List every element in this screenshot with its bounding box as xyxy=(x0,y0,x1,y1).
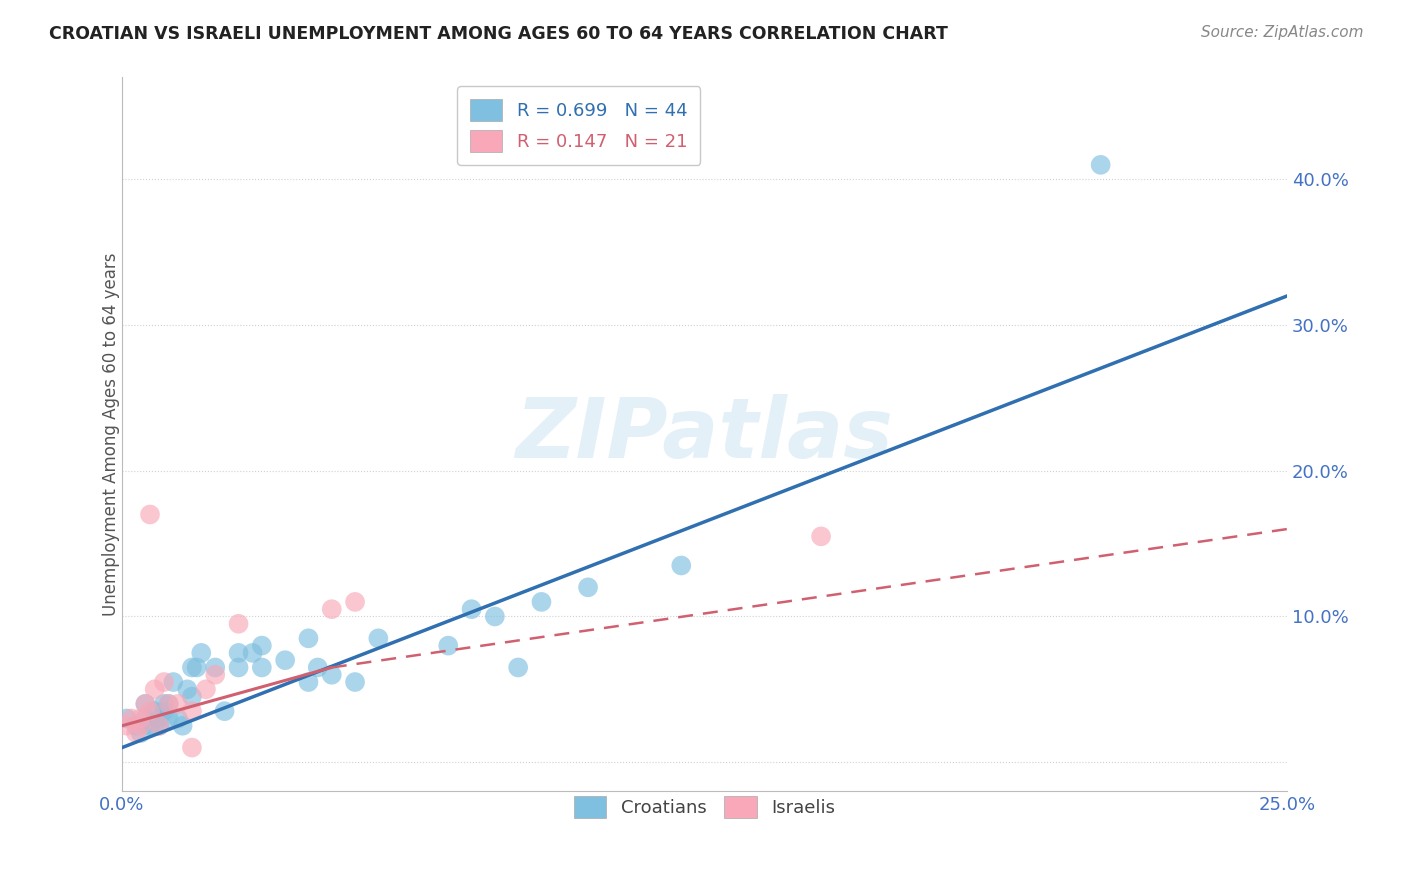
Point xyxy=(530,595,553,609)
Point xyxy=(228,616,250,631)
Point xyxy=(134,697,156,711)
Point xyxy=(181,704,204,718)
Point xyxy=(134,697,156,711)
Point xyxy=(321,667,343,681)
Point xyxy=(143,704,166,718)
Point xyxy=(671,558,693,573)
Point xyxy=(125,726,148,740)
Point xyxy=(307,660,329,674)
Point xyxy=(181,690,204,704)
Point xyxy=(810,529,832,543)
Point xyxy=(181,740,204,755)
Point xyxy=(321,602,343,616)
Point xyxy=(167,711,190,725)
Point xyxy=(148,719,170,733)
Point xyxy=(115,719,138,733)
Legend: Croatians, Israelis: Croatians, Israelis xyxy=(567,789,842,825)
Point xyxy=(153,704,176,718)
Point xyxy=(129,726,152,740)
Point xyxy=(190,646,212,660)
Point xyxy=(344,675,367,690)
Point xyxy=(139,719,162,733)
Point xyxy=(367,632,389,646)
Point xyxy=(153,675,176,690)
Point xyxy=(134,711,156,725)
Point xyxy=(181,660,204,674)
Point xyxy=(242,646,264,660)
Point xyxy=(143,719,166,733)
Point xyxy=(162,675,184,690)
Point xyxy=(297,632,319,646)
Point xyxy=(143,682,166,697)
Point xyxy=(1090,158,1112,172)
Point xyxy=(153,697,176,711)
Point xyxy=(172,719,194,733)
Point xyxy=(274,653,297,667)
Point xyxy=(204,667,226,681)
Point xyxy=(129,719,152,733)
Point xyxy=(194,682,217,697)
Point xyxy=(460,602,482,616)
Point xyxy=(148,711,170,725)
Point xyxy=(176,682,198,697)
Text: ZIPatlas: ZIPatlas xyxy=(516,394,893,475)
Point xyxy=(250,639,273,653)
Point xyxy=(139,704,162,718)
Point xyxy=(228,646,250,660)
Text: Source: ZipAtlas.com: Source: ZipAtlas.com xyxy=(1201,25,1364,40)
Point xyxy=(204,660,226,674)
Point xyxy=(148,719,170,733)
Point xyxy=(120,711,142,725)
Point xyxy=(125,719,148,733)
Point xyxy=(157,711,180,725)
Point xyxy=(139,508,162,522)
Point xyxy=(344,595,367,609)
Point xyxy=(250,660,273,674)
Point xyxy=(157,697,180,711)
Point xyxy=(508,660,530,674)
Y-axis label: Unemployment Among Ages 60 to 64 years: Unemployment Among Ages 60 to 64 years xyxy=(103,252,120,616)
Point xyxy=(228,660,250,674)
Text: CROATIAN VS ISRAELI UNEMPLOYMENT AMONG AGES 60 TO 64 YEARS CORRELATION CHART: CROATIAN VS ISRAELI UNEMPLOYMENT AMONG A… xyxy=(49,25,948,43)
Point xyxy=(297,675,319,690)
Point xyxy=(115,711,138,725)
Point xyxy=(214,704,236,718)
Point xyxy=(484,609,506,624)
Point xyxy=(157,697,180,711)
Point xyxy=(167,697,190,711)
Point xyxy=(437,639,460,653)
Point xyxy=(186,660,208,674)
Point xyxy=(576,580,599,594)
Point xyxy=(129,711,152,725)
